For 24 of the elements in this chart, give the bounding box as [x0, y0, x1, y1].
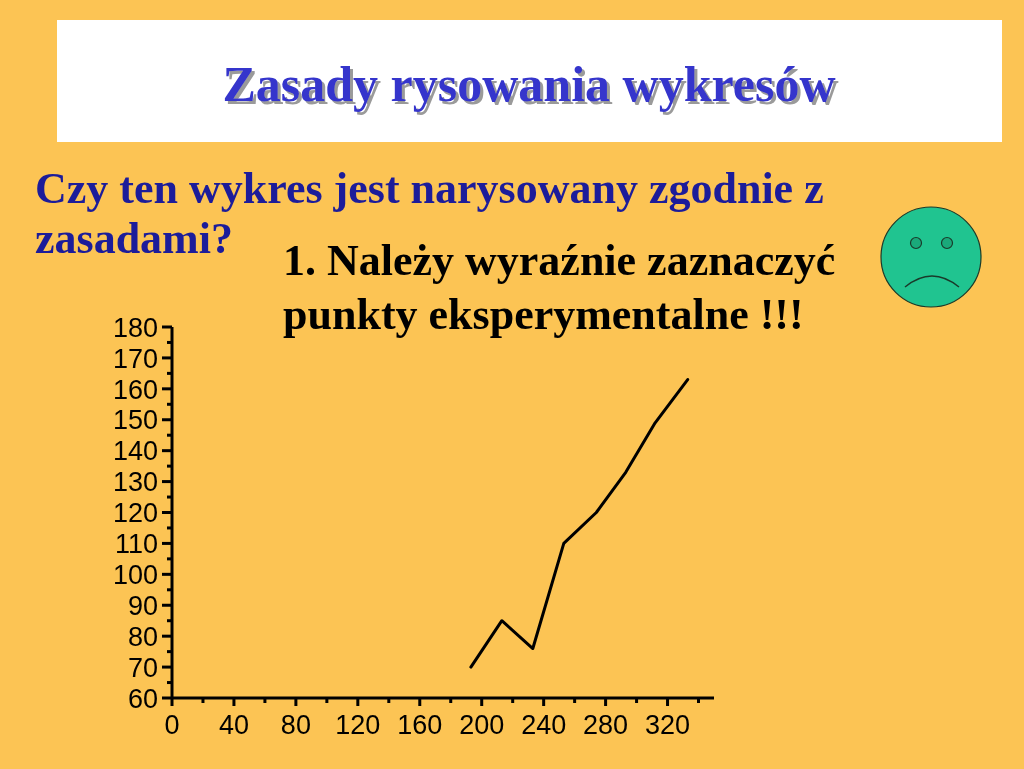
x-tick-label: 280 [583, 710, 629, 740]
y-tick-label: 70 [127, 652, 158, 683]
y-tick-label: 180 [112, 312, 158, 343]
y-tick-label: 60 [127, 683, 158, 714]
y-tick-label: 130 [112, 467, 158, 498]
y-tick-label: 90 [127, 590, 158, 621]
x-tick-label: 120 [335, 710, 381, 740]
y-tick-label: 110 [114, 529, 158, 560]
y-tick-label: 100 [112, 560, 158, 591]
x-tick-label: 80 [280, 710, 311, 740]
chart-title: Zasady rysowania wykresów [222, 56, 836, 112]
x-tick-label: 0 [164, 710, 180, 740]
y-tick-label: 120 [112, 498, 158, 529]
x-tick-label: 240 [521, 710, 567, 740]
x-tick-label: 40 [218, 710, 249, 740]
y-tick-label: 140 [112, 436, 158, 467]
y-tick-label: 170 [112, 343, 158, 374]
y-tick-label: 160 [112, 374, 158, 405]
y-tick-label: 150 [112, 405, 158, 436]
y-tick-label: 80 [127, 621, 158, 652]
line-series [469, 378, 690, 669]
x-tick-label: 160 [397, 710, 443, 740]
x-tick-label: 320 [645, 710, 691, 740]
x-tick-label: 200 [459, 710, 505, 740]
